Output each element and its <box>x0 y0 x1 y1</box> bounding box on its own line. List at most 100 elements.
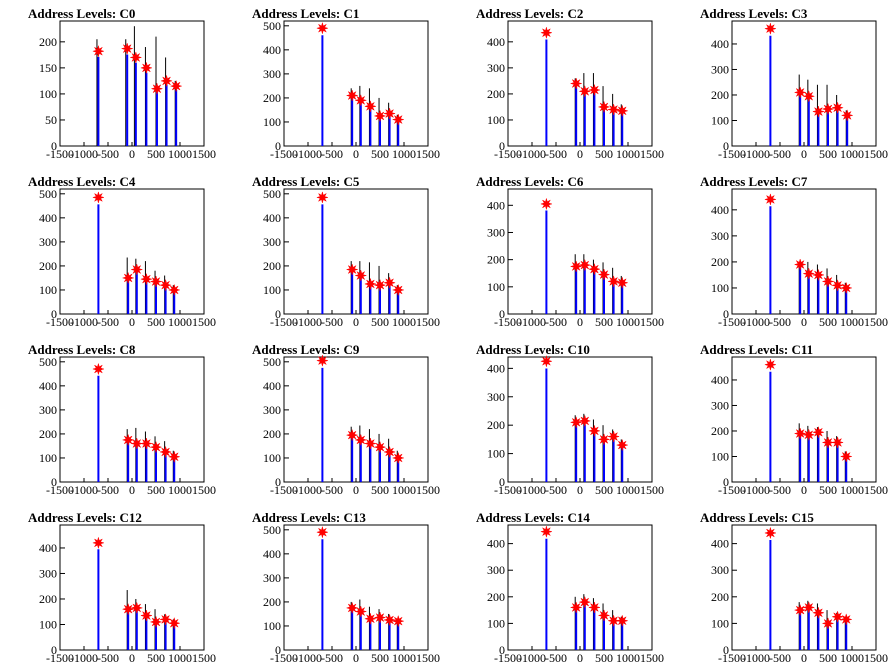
peak-marker <box>763 526 777 540</box>
peak-marker <box>821 436 835 449</box>
y-tick-label: 500 <box>263 523 281 537</box>
x-tick-label: 1000 <box>840 651 864 665</box>
peak-marker <box>91 190 105 204</box>
peak-marker <box>160 74 173 88</box>
peak-marker <box>159 612 173 626</box>
peak-marker <box>383 276 397 290</box>
peak-marker <box>139 609 153 622</box>
y-tick-label: 0 <box>275 307 281 321</box>
chart-panel: Address Levels: C3 0 100 200 300 400 -1500-100… <box>700 6 888 161</box>
peak-marker <box>345 601 359 615</box>
x-tick-label: -1500 <box>270 147 298 161</box>
x-tick-label: -1000 <box>518 483 546 497</box>
peak-marker <box>840 108 854 122</box>
y-tick-label: 0 <box>275 139 281 153</box>
x-tick-label: 1500 <box>192 651 216 665</box>
x-tick-label: -1500 <box>270 315 298 329</box>
x-tick-label: 0 <box>353 147 359 161</box>
panel-title: Address Levels: C9 <box>252 342 360 357</box>
peak-marker <box>354 433 368 447</box>
x-tick-label: 1500 <box>416 147 440 161</box>
y-tick-label: 100 <box>263 451 281 465</box>
y-tick-label: 300 <box>711 229 729 243</box>
x-tick-label: -1500 <box>718 147 746 161</box>
x-tick-label: -500 <box>545 483 567 497</box>
peak-marker <box>569 260 583 273</box>
peak-marker <box>802 267 816 281</box>
peak-marker <box>315 525 329 539</box>
peak-marker <box>91 44 105 58</box>
peak-marker <box>373 611 387 624</box>
x-tick-label: -500 <box>769 483 791 497</box>
x-tick-label: 1000 <box>840 147 864 161</box>
peak-marker <box>149 440 163 454</box>
y-tick-label: 300 <box>39 403 57 417</box>
x-tick-label: 1000 <box>168 147 192 161</box>
peak-marker <box>91 536 105 550</box>
x-tick-label: 1000 <box>616 315 640 329</box>
peak-marker <box>539 354 553 368</box>
panel-title: Address Levels: C14 <box>476 510 590 525</box>
x-tick-label: 1000 <box>392 483 416 497</box>
x-tick-label: -1500 <box>494 483 522 497</box>
x-tick-label: -500 <box>769 147 791 161</box>
x-tick-label: -500 <box>545 147 567 161</box>
panel-title: Address Levels: C15 <box>700 510 814 525</box>
x-tick-label: 1500 <box>416 315 440 329</box>
peak-marker <box>811 606 825 620</box>
y-tick-label: 0 <box>723 643 729 657</box>
peak-marker <box>763 192 777 206</box>
x-tick-label: -500 <box>97 315 119 329</box>
y-tick-label: 500 <box>263 187 281 201</box>
peak-marker <box>167 616 181 630</box>
y-tick-label: 300 <box>487 563 505 577</box>
x-tick-label: 1000 <box>168 483 192 497</box>
peak-marker <box>363 437 377 450</box>
x-tick-label: 0 <box>353 483 359 497</box>
panel-title: Address Levels: C10 <box>476 342 590 357</box>
plot-frame <box>507 356 653 483</box>
x-tick-label: -1000 <box>294 483 322 497</box>
y-tick-label: 100 <box>711 616 729 630</box>
x-tick-label: 0 <box>129 651 135 665</box>
panel-title: Address Levels: C5 <box>252 174 360 189</box>
x-tick-label: 1500 <box>192 315 216 329</box>
x-tick-label: 1500 <box>864 315 888 329</box>
peak-marker <box>597 432 611 446</box>
y-tick-label: 500 <box>39 187 57 201</box>
peak-marker <box>383 445 397 459</box>
peak-marker <box>315 21 329 35</box>
x-tick-label: -1500 <box>718 651 746 665</box>
peak-marker <box>539 525 553 539</box>
x-tick-label: -500 <box>321 315 343 329</box>
x-tick-label: 0 <box>129 483 135 497</box>
x-tick-label: 1000 <box>168 651 192 665</box>
y-tick-label: 500 <box>263 19 281 33</box>
peak-marker <box>587 83 601 97</box>
peak-marker <box>821 616 835 630</box>
peak-marker <box>345 263 359 276</box>
peak-marker <box>578 84 592 98</box>
peak-marker <box>159 278 173 292</box>
y-tick-label: 200 <box>39 259 57 273</box>
peak-marker <box>120 42 134 56</box>
y-tick-label: 0 <box>51 643 57 657</box>
plot-frame <box>731 524 877 651</box>
y-tick-label: 400 <box>487 198 505 212</box>
x-tick-label: -1000 <box>70 483 98 497</box>
x-tick-label: 0 <box>353 651 359 665</box>
y-tick-label: 400 <box>487 537 505 551</box>
peak-marker <box>615 104 629 118</box>
peak-marker <box>831 101 845 115</box>
plot-frame <box>59 524 205 651</box>
x-tick-label: 500 <box>147 483 165 497</box>
peak-marker <box>121 433 135 447</box>
peak-marker <box>391 113 405 126</box>
x-tick-label: 1500 <box>416 483 440 497</box>
y-tick-label: 200 <box>711 88 729 102</box>
peak-marker <box>391 283 405 297</box>
x-tick-label: -500 <box>769 651 791 665</box>
chart-panel: Address Levels: C12 0 100 200 300 400 -1500-10… <box>28 510 216 665</box>
peak-marker <box>578 258 592 272</box>
x-tick-label: 1000 <box>616 651 640 665</box>
